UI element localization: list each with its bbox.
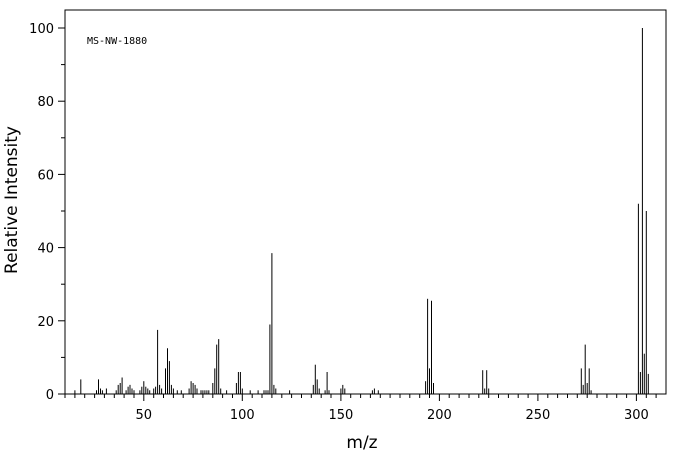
y-tick-label: 0 — [46, 388, 54, 403]
y-axis-ticks: 0 20 40 60 80 100 — [29, 22, 65, 403]
y-tick-label: 100 — [29, 22, 54, 37]
x-tick-label: 150 — [328, 408, 353, 423]
spectrum-id-label: MS-NW-1880 — [87, 36, 147, 47]
x-tick-label: 100 — [230, 408, 255, 423]
x-tick-label: 50 — [136, 408, 153, 423]
x-tick-label: 250 — [525, 408, 550, 423]
x-tick-label: 200 — [427, 408, 452, 423]
y-axis-title: Relative Intensity — [2, 126, 22, 274]
y-tick-label: 60 — [37, 168, 54, 183]
plot-frame — [64, 9, 667, 395]
peaks-layer — [74, 28, 649, 394]
y-tick-label: 20 — [37, 315, 54, 330]
y-tick-label: 40 — [37, 242, 54, 257]
x-axis-ticks: 50 100 150 200 250 300 — [64, 394, 657, 423]
y-tick-label: 80 — [37, 95, 54, 110]
x-tick-label: 300 — [624, 408, 649, 423]
x-axis-title: m/z — [346, 433, 377, 453]
